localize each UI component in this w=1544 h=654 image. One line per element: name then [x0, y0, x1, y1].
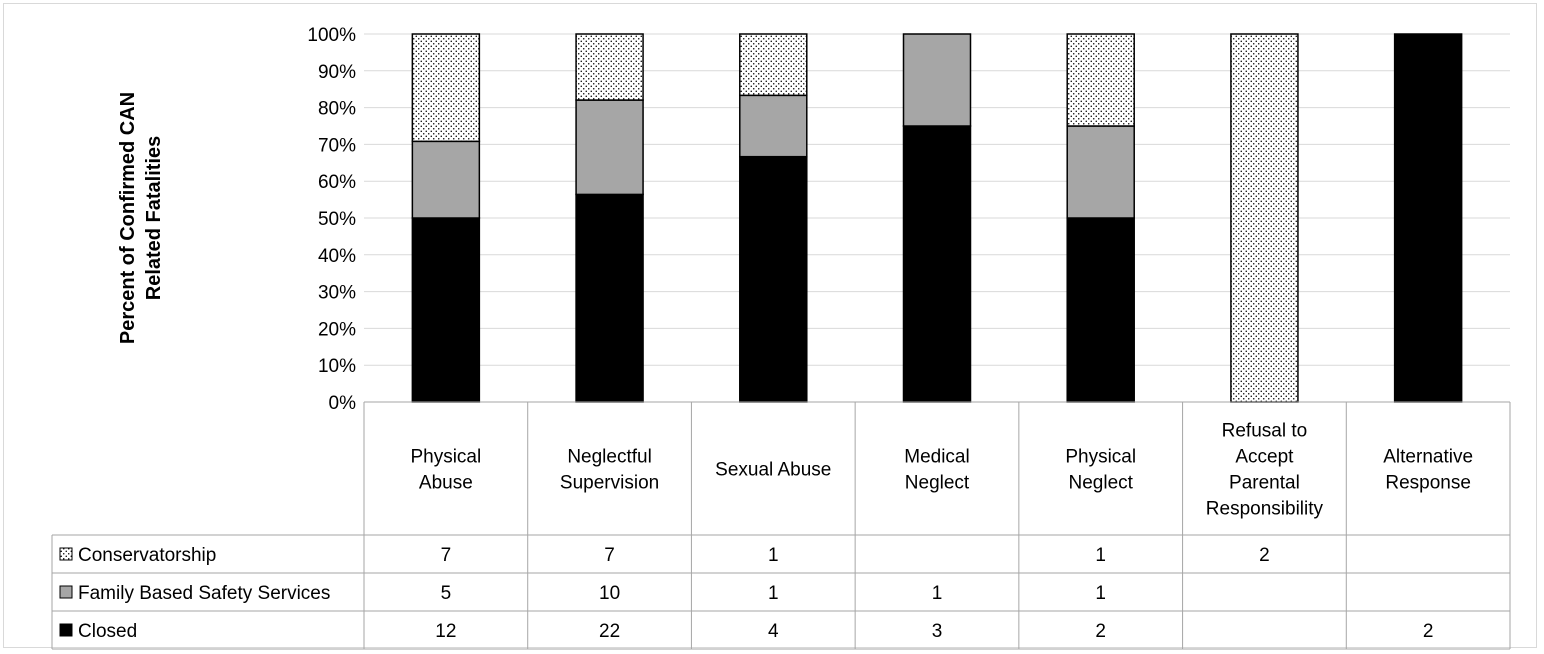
data-value: 22 — [599, 621, 620, 642]
legend-key — [59, 585, 73, 599]
data-value: 1 — [768, 583, 779, 604]
y-tick-label: 40% — [318, 246, 356, 267]
bar-closed — [575, 193, 644, 403]
bar-closed — [1393, 33, 1463, 403]
legend-label: Family Based Safety Services — [78, 583, 330, 604]
data-value: 2 — [1259, 545, 1270, 566]
y-tick-label: 70% — [318, 135, 356, 156]
bar-conservatorship — [411, 33, 481, 143]
data-value: 4 — [768, 621, 779, 642]
bar-closed — [1066, 217, 1135, 403]
legend-key — [59, 547, 73, 561]
data-value: 2 — [1423, 621, 1434, 642]
legend-label: Closed — [78, 621, 137, 642]
data-value: 1 — [932, 583, 943, 604]
bar-conservatorship — [739, 33, 808, 97]
bar-family-based-safety-services — [411, 140, 481, 219]
bar-family-based-safety-services — [575, 99, 644, 196]
bar-family-based-safety-services — [1066, 125, 1135, 219]
data-value: 12 — [435, 621, 456, 642]
y-tick-label: 90% — [318, 62, 356, 83]
category-label: Sexual Abuse — [715, 460, 831, 481]
legend-label: Conservatorship — [78, 545, 216, 566]
bar-family-based-safety-services — [739, 94, 808, 158]
data-value: 2 — [1095, 621, 1106, 642]
bar-conservatorship — [575, 33, 644, 101]
data-value: 1 — [768, 545, 779, 566]
chart-frame — [3, 3, 1537, 648]
y-tick-label: 10% — [318, 356, 356, 377]
category-label: Physical Abuse — [410, 447, 481, 494]
bar-closed — [411, 217, 481, 403]
data-value: 1 — [1095, 545, 1106, 566]
category-label: Alternative Response — [1383, 447, 1473, 494]
data-value: 7 — [604, 545, 615, 566]
category-label: Refusal to Accept Parental Responsibility — [1206, 421, 1324, 520]
data-value: 3 — [932, 621, 943, 642]
category-label: Physical Neglect — [1065, 447, 1136, 494]
data-value: 7 — [441, 545, 452, 566]
y-axis-title: Percent of Confirmed CAN Related Fataliti… — [117, 92, 165, 344]
y-tick-label: 100% — [307, 25, 356, 46]
category-label: Medical Neglect — [904, 447, 970, 494]
y-tick-label: 60% — [318, 172, 356, 193]
bar-conservatorship — [1230, 33, 1299, 403]
y-tick-label: 50% — [318, 209, 356, 230]
bar-closed — [902, 125, 972, 403]
bar-conservatorship — [1066, 33, 1135, 127]
y-tick-label: 20% — [318, 319, 356, 340]
data-value: 5 — [441, 583, 452, 604]
data-value: 10 — [599, 583, 620, 604]
data-value: 1 — [1095, 583, 1106, 604]
y-tick-label: 30% — [318, 283, 356, 304]
category-label: Neglectful Supervision — [560, 447, 659, 494]
legend-key — [59, 623, 73, 637]
y-tick-label: 0% — [329, 393, 357, 414]
y-tick-label: 80% — [318, 99, 356, 120]
bar-family-based-safety-services — [902, 33, 972, 127]
bar-closed — [739, 155, 808, 403]
